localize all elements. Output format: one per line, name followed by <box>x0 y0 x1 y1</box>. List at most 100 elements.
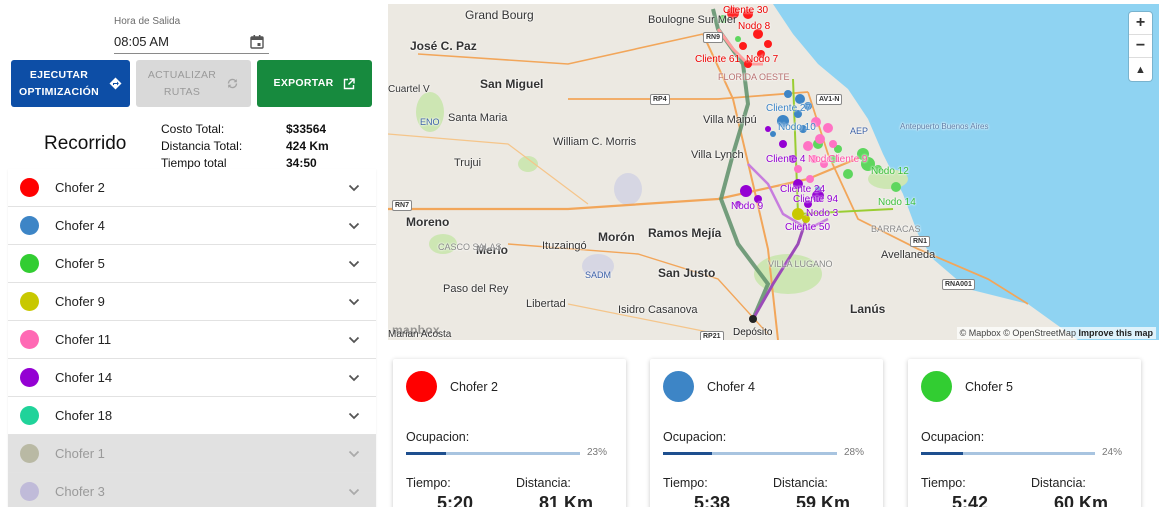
map-label: Moreno <box>406 215 450 229</box>
driver-card[interactable]: Chofer 5 Ocupacion: 24% Tiempo: Distancia: 5:… <box>908 359 1141 507</box>
mapbox-logo[interactable]: mapbox <box>392 323 440 337</box>
map-label: Cliente 30 <box>723 5 769 16</box>
distance-value: 60 Km <box>1054 493 1109 507</box>
map-label: Marian Acosta <box>388 329 452 340</box>
map-label: FLORIDA OESTE <box>718 72 790 82</box>
map-label: Antepuerto Buenos Aires <box>900 122 989 131</box>
chevron-down-icon[interactable] <box>344 254 364 274</box>
occupation-progress-bar <box>921 452 1095 455</box>
highway <box>417 33 704 65</box>
distance-label: Distancia: <box>1031 476 1086 490</box>
map-label: ENO <box>420 117 440 127</box>
zoom-out-button[interactable]: − <box>1129 35 1152 58</box>
chevron-down-icon[interactable] <box>344 482 364 502</box>
departure-time-input[interactable] <box>114 34 224 49</box>
driver-name: Chofer 4 <box>55 218 105 233</box>
occupation-percent: 23% <box>587 447 608 458</box>
driver-row[interactable]: Chofer 11 <box>8 321 376 359</box>
improve-map-link[interactable]: Improve this map <box>1078 328 1153 338</box>
driver-row[interactable]: Chofer 3 <box>8 473 376 507</box>
chevron-down-icon[interactable] <box>344 444 364 464</box>
card-driver-name: Chofer 5 <box>965 380 1013 394</box>
driver-card[interactable]: Chofer 2 Ocupacion: 23% Tiempo: Distancia: 5:… <box>393 359 626 507</box>
map-label: Cliente 24 <box>780 184 826 195</box>
chevron-down-icon[interactable] <box>344 406 364 426</box>
stops-chofer-4 <box>770 90 821 192</box>
driver-name: Chofer 3 <box>55 484 105 499</box>
map-canvas[interactable] <box>388 4 1159 340</box>
directions-icon <box>109 77 122 90</box>
zoom-control[interactable]: + − ▲ <box>1129 12 1152 81</box>
occupation-percent: 28% <box>844 447 865 458</box>
driver-row[interactable]: Chofer 4 <box>8 207 376 245</box>
driver-color-dot <box>921 371 952 402</box>
stat-value: 424 Km <box>286 139 329 153</box>
driver-color-dot <box>20 216 39 235</box>
driver-row[interactable]: Chofer 9 <box>8 283 376 321</box>
driver-color-dot <box>20 292 39 311</box>
update-routes-button[interactable]: ACTUALIZAR RUTAS <box>136 60 251 107</box>
stops-chofer-2 <box>727 7 772 68</box>
compass-button[interactable]: ▲ <box>1135 63 1146 76</box>
depot-marker <box>749 315 757 323</box>
map-label: Cliente 94 <box>793 194 839 205</box>
time-value: 5:20 <box>437 493 474 507</box>
stops-green <box>719 15 901 192</box>
zoom-in-button[interactable]: + <box>1129 12 1152 35</box>
map-label: Trujui <box>454 157 482 169</box>
road-shield: AV1-N <box>816 94 843 105</box>
calendar-icon[interactable] <box>249 34 265 50</box>
driver-row[interactable]: Chofer 14 <box>8 359 376 397</box>
driver-row[interactable]: Chofer 2 <box>8 169 376 207</box>
chevron-down-icon[interactable] <box>344 178 364 198</box>
route-line-chofer-14 <box>751 213 810 320</box>
map-label: SADM <box>585 270 612 280</box>
park-area <box>429 234 457 254</box>
map-label: Grand Bourg <box>465 8 534 22</box>
stat-row: Distancia Total: 424 Km <box>161 138 329 155</box>
attribution-text[interactable]: © Mapbox © OpenStreetMap <box>959 328 1076 338</box>
run-optimization-button[interactable]: EJECUTAR OPTIMIZACIÓN <box>11 60 130 107</box>
driver-name: Chofer 14 <box>55 370 113 385</box>
driver-color-dot <box>663 371 694 402</box>
route-summary-title: Recorrido <box>44 133 127 154</box>
occupation-label: Ocupacion: <box>406 430 470 444</box>
map-label: Villa Lynch <box>691 149 744 161</box>
driver-card[interactable]: Chofer 4 Ocupacion: 28% Tiempo: Distancia: 5:… <box>650 359 883 507</box>
driver-row[interactable]: Chofer 18 <box>8 397 376 435</box>
driver-name: Chofer 5 <box>55 256 105 271</box>
occupation-progress-bar <box>406 452 580 455</box>
chevron-down-icon[interactable] <box>344 292 364 312</box>
occupation-fill <box>406 452 447 455</box>
open-external-icon <box>344 77 356 89</box>
stat-label: Distancia Total: <box>161 139 243 153</box>
road-shield: RN1 <box>910 236 931 247</box>
map-label: Villa Maipú <box>703 114 757 126</box>
route-map[interactable]: Grand Bourg Boulogne Sur Mer José C. Paz Sa… <box>388 4 1159 340</box>
stops-chofer-9 <box>792 208 810 223</box>
refresh-icon <box>227 78 238 89</box>
road-shield: RP21 <box>700 331 724 340</box>
driver-row[interactable]: Chofer 5 <box>8 245 376 283</box>
map-label: Santa Maria <box>448 112 508 124</box>
driver-row[interactable]: Chofer 1 <box>8 435 376 473</box>
run-optimization-label-1: EJECUTAR <box>29 68 89 81</box>
export-button[interactable]: EXPORTAR <box>257 60 372 107</box>
time-value: 5:38 <box>694 493 731 507</box>
driver-color-dot <box>20 330 39 349</box>
map-label: Cliente 61 <box>695 54 741 65</box>
map-label: Nodo 1 <box>808 154 841 165</box>
map-label: Libertad <box>526 298 566 310</box>
chevron-down-icon[interactable] <box>344 330 364 350</box>
departure-time-field[interactable] <box>114 30 269 54</box>
driver-name: Chofer 18 <box>55 408 113 423</box>
map-label: Merlo <box>476 243 509 257</box>
card-driver-name: Chofer 2 <box>450 380 498 394</box>
chevron-down-icon[interactable] <box>344 368 364 388</box>
park-area <box>416 92 444 132</box>
stat-value: $33564 <box>286 122 327 136</box>
map-label: Nodo 10 <box>778 122 816 133</box>
departure-time-label: Hora de Salida <box>114 16 181 27</box>
chevron-down-icon[interactable] <box>344 216 364 236</box>
occupation-fill <box>663 452 712 455</box>
